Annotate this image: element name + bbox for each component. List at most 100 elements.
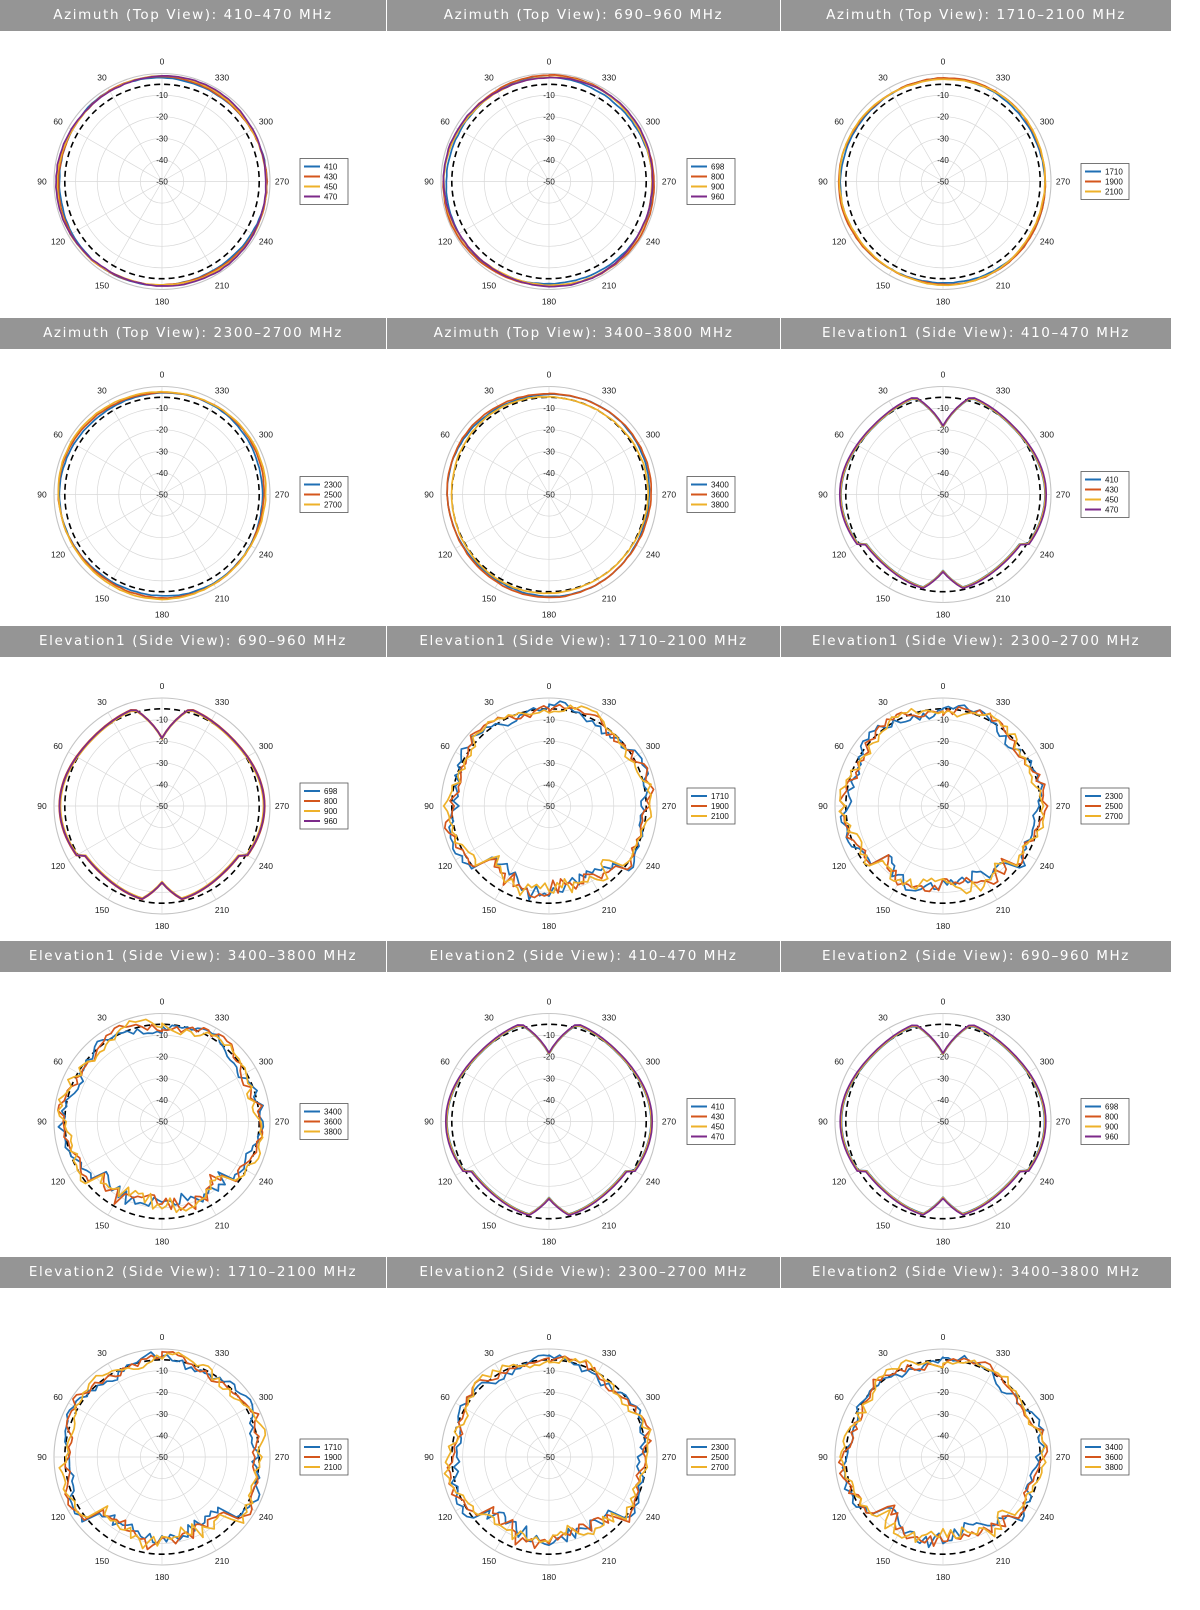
radiation-pattern-panel: Elevation1 (Side View): 1710–2100 MHz 0 30… (387, 626, 780, 939)
panel-title: Elevation1 (Side View): 2300–2700 MHz (781, 626, 1171, 657)
theta-tick-label: 270 (275, 177, 289, 187)
theta-tick-label: 0 (547, 997, 552, 1007)
panel-title: Elevation1 (Side View): 3400–3800 MHz (0, 941, 386, 972)
grid-spoke (942, 805, 998, 900)
legend-label: 3800 (1105, 1463, 1123, 1472)
theta-tick-label: 0 (160, 57, 165, 67)
grid-spoke (455, 494, 550, 549)
theta-tick-label: 150 (482, 1556, 496, 1566)
series-trace (839, 1359, 1047, 1543)
theta-tick-label: 0 (160, 997, 165, 1007)
grid-spoke (548, 712, 604, 807)
theta-tick-label: 300 (1040, 117, 1054, 127)
grid-spoke (548, 1363, 604, 1458)
grid-spoke (942, 712, 998, 807)
theta-tick-label: 210 (215, 593, 229, 603)
legend-label: 2300 (324, 481, 342, 490)
grid-spoke (888, 1363, 944, 1458)
r-tick-label: -10 (937, 716, 949, 725)
grid-spoke (849, 1456, 944, 1512)
r-tick-label: -30 (543, 134, 555, 143)
reference-circle (451, 1023, 647, 1220)
theta-tick-label: 330 (602, 697, 616, 707)
series-trace (839, 77, 1046, 284)
theta-tick-label: 240 (259, 1177, 273, 1187)
theta-tick-label: 210 (215, 905, 229, 915)
theta-tick-label: 330 (215, 386, 229, 396)
grid-spoke (161, 1363, 217, 1458)
grid-spoke (494, 400, 550, 495)
grid-spoke (942, 1402, 1037, 1458)
r-tick-label: -40 (156, 1096, 168, 1105)
theta-tick-label: 0 (941, 370, 946, 380)
series-trace (56, 74, 268, 286)
grid-spoke (494, 1363, 550, 1458)
theta-tick-label: 180 (542, 921, 556, 931)
r-tick-label: -10 (156, 716, 168, 725)
grid-spoke (888, 1027, 944, 1122)
theta-tick-label: 0 (941, 57, 946, 67)
theta-tick-label: 270 (1056, 490, 1070, 500)
grid-spoke (849, 1067, 944, 1122)
grid-spoke (161, 181, 217, 276)
theta-tick-label: 0 (160, 681, 165, 691)
legend-label: 1900 (324, 1453, 342, 1462)
r-tick-label: -10 (937, 1367, 949, 1376)
theta-tick-label: 60 (53, 1392, 63, 1402)
legend-label: 3600 (1105, 1453, 1123, 1462)
legend-label: 470 (324, 193, 338, 202)
r-tick-label: -10 (156, 1031, 168, 1040)
legend-label: 430 (711, 1113, 725, 1122)
theta-tick-label: 270 (275, 1452, 289, 1462)
theta-tick-label: 120 (832, 1512, 846, 1522)
grid-spoke (849, 1121, 944, 1176)
grid-spoke (942, 1456, 1037, 1512)
theta-tick-label: 270 (662, 801, 676, 811)
grid-spoke (161, 805, 217, 900)
grid-spoke (849, 751, 944, 807)
theta-tick-label: 270 (662, 1117, 676, 1127)
theta-tick-label: 300 (259, 741, 273, 751)
r-tick-label: -40 (937, 1096, 949, 1105)
r-tick-label: -20 (156, 737, 168, 746)
theta-tick-label: 120 (51, 237, 65, 247)
theta-tick-label: 30 (878, 73, 888, 83)
legend-label: 410 (711, 1103, 725, 1112)
grid-spoke (455, 1067, 550, 1122)
theta-tick-label: 60 (834, 117, 844, 127)
r-tick-label: -40 (937, 1431, 949, 1440)
legend-label: 2700 (1105, 812, 1123, 821)
theta-tick-label: 60 (440, 1392, 450, 1402)
theta-tick-label: 270 (275, 801, 289, 811)
legend-label: 800 (711, 173, 725, 182)
r-tick-label: -40 (543, 780, 555, 789)
series-trace (450, 1354, 647, 1547)
theta-tick-label: 120 (438, 237, 452, 247)
grid-spoke (942, 494, 998, 589)
reference-circle (64, 83, 260, 280)
series-trace (57, 390, 267, 601)
grid-spoke (107, 712, 163, 807)
grid-spoke (548, 1456, 643, 1512)
theta-tick-label: 120 (51, 861, 65, 871)
grid-spoke (494, 1456, 550, 1551)
grid-spoke (161, 1121, 256, 1176)
grid-spoke (107, 1456, 163, 1551)
theta-tick-label: 270 (662, 177, 676, 187)
theta-tick-label: 30 (878, 697, 888, 707)
legend-label: 960 (1105, 1133, 1119, 1142)
r-tick-label: -20 (156, 426, 168, 435)
theta-tick-label: 240 (646, 1512, 660, 1522)
r-tick-label: -40 (543, 1096, 555, 1105)
r-tick-label: -20 (937, 1053, 949, 1062)
theta-tick-label: 210 (215, 280, 229, 290)
r-tick-label: -50 (543, 1453, 555, 1462)
theta-tick-label: 150 (876, 280, 890, 290)
r-tick-label: -50 (156, 802, 168, 811)
theta-tick-label: 240 (1040, 861, 1054, 871)
theta-tick-label: 120 (832, 1177, 846, 1187)
series-trace (840, 1025, 1046, 1215)
grid-spoke (942, 181, 998, 276)
series-trace (839, 1024, 1047, 1216)
grid-spoke (888, 400, 944, 495)
